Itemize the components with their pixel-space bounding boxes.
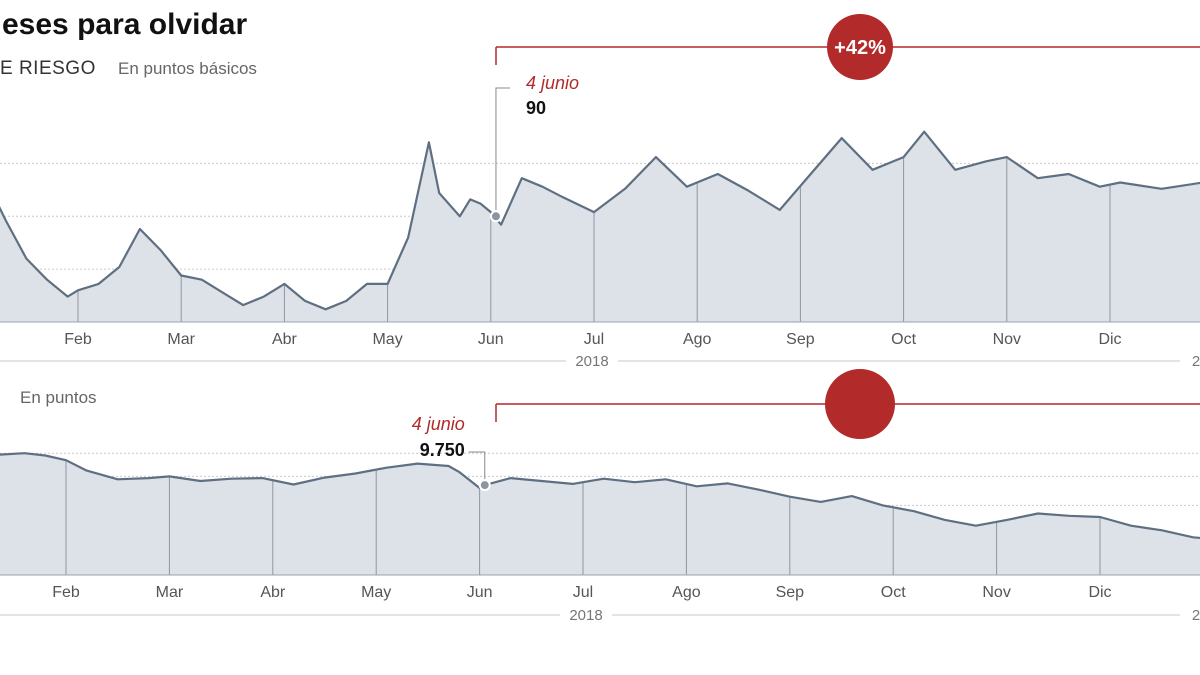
bottom-annotation-connector [468, 451, 486, 480]
risk-premium-chart: FebMarAbrMayJunJulAgoSepOctNovDicE20182+… [0, 14, 1200, 370]
top-change-label: +42% [834, 37, 886, 59]
top-tick-label-Jun: Jun [478, 331, 504, 348]
top-tick-label-Oct: Oct [891, 331, 916, 348]
top-tick-label-Dic: Dic [1098, 331, 1121, 348]
top-annotation-point [489, 210, 502, 223]
top-tick-label-Ago: Ago [683, 331, 712, 348]
top-annotation-date: 4 junio [526, 73, 579, 93]
bottom-tick-label-Mar: Mar [156, 584, 184, 601]
bottom-tick-label-Ago: Ago [672, 584, 701, 601]
top-tick-label-May: May [372, 331, 402, 348]
top-chart-units: En puntos básicos [118, 59, 257, 78]
bottom-change-badge [825, 369, 895, 439]
top-annotation-connector [495, 87, 510, 211]
index-chart: FebMarAbrMayJunJulAgoSepOctNovDicE201824… [0, 369, 1200, 624]
top-chart-subtitle: E RIESGO [0, 58, 96, 79]
bottom-series-area [0, 453, 1200, 575]
top-tick-label-Abr: Abr [272, 331, 298, 348]
bottom-tick-label-Abr: Abr [260, 584, 286, 601]
bottom-tick-label-Feb: Feb [52, 584, 80, 601]
bottom-tick-label-Sep: Sep [776, 584, 805, 601]
bottom-chart-units: En puntos [20, 388, 97, 407]
top-series-line [0, 130, 1200, 311]
top-annotation-value: 90 [526, 98, 546, 118]
bottom-annotation-date: 4 junio [412, 414, 465, 434]
bottom-tick-label-Dic: Dic [1088, 584, 1111, 601]
bottom-tick-label-Nov: Nov [982, 584, 1010, 601]
top-year-label-2: 2 [1192, 353, 1200, 370]
figure-title: eses para olvidar [2, 8, 247, 41]
top-tick-label-Feb: Feb [64, 331, 92, 348]
bottom-tick-label-May: May [361, 584, 391, 601]
top-series-area [0, 131, 1200, 322]
top-tick-label-Jul: Jul [584, 331, 604, 348]
top-year-label: 2018 [575, 353, 608, 370]
bottom-tick-label-Oct: Oct [881, 584, 906, 601]
top-change-badge [827, 14, 893, 80]
bottom-annotation-value: 9.750 [420, 440, 465, 460]
bottom-tick-label-Jul: Jul [573, 584, 593, 601]
bottom-year-label: 2018 [569, 607, 602, 624]
bottom-series-line [0, 452, 1200, 540]
top-tick-label-Nov: Nov [993, 331, 1021, 348]
top-tick-label-Sep: Sep [786, 331, 815, 348]
bottom-year-label-2: 2 [1192, 607, 1200, 624]
bottom-tick-label-Jun: Jun [467, 584, 493, 601]
bottom-annotation-point [478, 479, 491, 492]
top-tick-label-Mar: Mar [167, 331, 195, 348]
